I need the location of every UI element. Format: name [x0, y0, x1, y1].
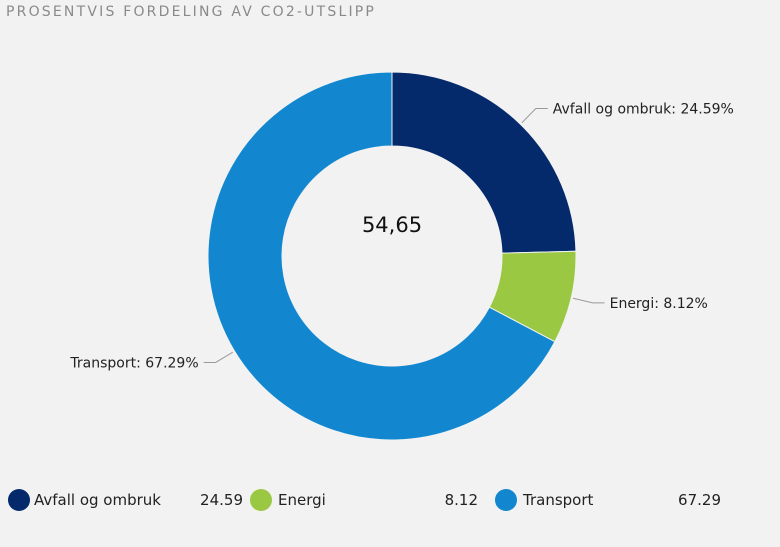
legend-swatch [495, 489, 517, 511]
slice-avfall[interactable] [391, 71, 577, 254]
legend-value: 24.59 [200, 491, 243, 509]
callout-line [203, 351, 234, 363]
legend-item-transport[interactable]: Transport 67.29 [495, 484, 721, 518]
legend-item-energi[interactable]: Energi 8.12 [250, 484, 478, 518]
legend-label: Transport [523, 491, 594, 509]
center-value: 54,65 [362, 213, 422, 237]
slice-transport[interactable] [207, 71, 556, 441]
legend-item-avfall[interactable]: Avfall og ombruk 24.59 [8, 484, 243, 518]
slice-label-transport: Transport: 67.29% [69, 355, 198, 371]
callout-line [573, 297, 605, 304]
legend-value: 8.12 [444, 491, 478, 509]
chart-title: PROSENTVIS FORDELING AV CO2-UTSLIPP [6, 4, 377, 20]
legend-value: 67.29 [678, 491, 721, 509]
slice-label-avfall: Avfall og ombruk: 24.59% [553, 101, 734, 117]
legend-label: Avfall og ombruk [34, 491, 161, 509]
legend-label: Energi [278, 491, 326, 509]
callout-line [521, 107, 548, 124]
slice-label-energi: Energi: 8.12% [610, 296, 708, 312]
donut-chart: Avfall og ombruk: 24.59% Energi: 8.12% Tra… [69, 71, 734, 441]
legend-swatch [8, 489, 30, 511]
legend-swatch [250, 489, 272, 511]
legend: Avfall og ombruk 24.59 Energi 8.12 Trans… [0, 484, 780, 518]
